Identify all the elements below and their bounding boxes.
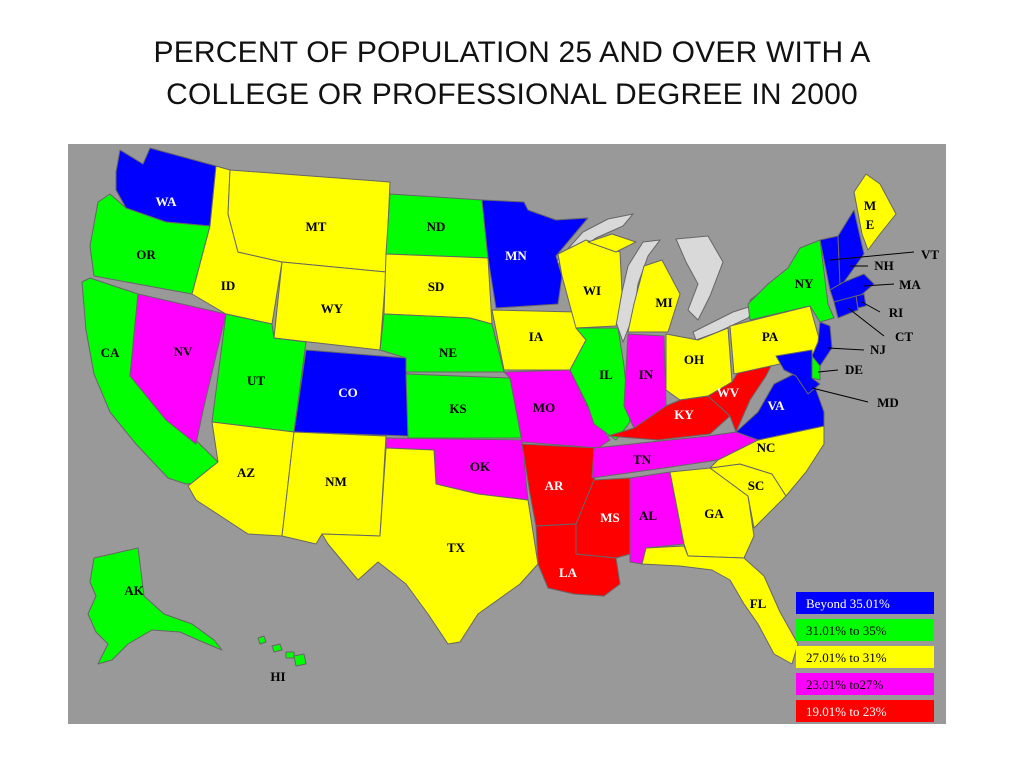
state-HI[interactable] <box>257 635 307 667</box>
label-MS: MS <box>600 510 620 525</box>
label-CA: CA <box>101 345 120 360</box>
label-OR: OR <box>136 247 156 262</box>
label-TX: TX <box>447 540 466 555</box>
label-HI: HI <box>270 669 285 684</box>
state-MI[interactable] <box>587 233 681 333</box>
leader-MA <box>863 283 895 287</box>
leader-DE <box>817 369 839 373</box>
label-CT: CT <box>895 329 913 344</box>
label-PA: PA <box>762 329 779 344</box>
leader-VT <box>829 251 915 261</box>
label-NM: NM <box>325 474 347 489</box>
label-FL: FL <box>750 596 767 611</box>
label-LA: LA <box>559 565 578 580</box>
label-KY: KY <box>674 407 694 422</box>
legend-item: 31.01% to 35% <box>796 619 934 641</box>
legend-item: 19.01% to 23% <box>796 700 934 722</box>
state-NE[interactable] <box>379 313 505 373</box>
label-WA: WA <box>156 194 178 209</box>
label-WI: WI <box>583 283 601 298</box>
legend-label: 19.01% to 23% <box>806 704 887 719</box>
legend-label: 31.01% to 35% <box>806 623 887 638</box>
label-MO: MO <box>533 400 555 415</box>
state-ME[interactable] <box>853 173 897 251</box>
label-ID: ID <box>221 278 235 293</box>
label-MA: MA <box>899 277 921 292</box>
legend-label: Beyond 35.01% <box>806 596 890 611</box>
label-VT: VT <box>921 247 939 262</box>
title-line-2: COLLEGE OR PROFESSIONAL DEGREE IN 2000 <box>166 78 858 111</box>
label-TN: TN <box>633 452 652 467</box>
state-TX[interactable] <box>321 447 539 645</box>
label-AZ: AZ <box>237 465 255 480</box>
legend-item: 27.01% to 31% <box>796 646 934 668</box>
label-SC: SC <box>748 478 765 493</box>
state-CT[interactable] <box>833 295 859 319</box>
label-IA: IA <box>529 329 544 344</box>
us-choropleth-map: WA OR CA NV ID MT WY UT CO AZ NM ND SD N… <box>68 144 946 724</box>
label-MN: MN <box>505 248 527 263</box>
leader-MD <box>811 387 869 403</box>
label-OH: OH <box>684 352 704 367</box>
label-ME-2: E <box>866 217 875 232</box>
legend-label: 27.01% to 31% <box>806 650 887 665</box>
legend-item: Beyond 35.01% <box>796 592 934 614</box>
state-labels: WA OR CA NV ID MT WY UT CO AZ NM ND SD N… <box>101 194 940 684</box>
legend-swatch <box>796 592 934 614</box>
label-SD: SD <box>428 279 445 294</box>
label-IN: IN <box>639 367 654 382</box>
label-NE: NE <box>439 345 457 360</box>
label-ND: ND <box>427 219 446 234</box>
label-IL: IL <box>599 367 613 382</box>
label-DE: DE <box>845 362 863 377</box>
label-NY: NY <box>795 276 814 291</box>
legend-swatch <box>796 700 934 722</box>
label-GA: GA <box>704 506 724 521</box>
label-CO: CO <box>338 385 358 400</box>
label-AR: AR <box>545 478 564 493</box>
label-RI: RI <box>889 305 903 320</box>
label-VA: VA <box>767 398 785 413</box>
state-AK[interactable] <box>87 547 223 665</box>
label-ME-1: M <box>864 198 876 213</box>
legend-swatch <box>796 619 934 641</box>
legend-item: 23.01% to27% <box>796 673 934 695</box>
label-AL: AL <box>639 508 657 523</box>
label-NH: NH <box>874 258 894 273</box>
state-NY[interactable] <box>747 239 835 323</box>
label-KS: KS <box>449 401 466 416</box>
label-NJ: NJ <box>870 342 886 357</box>
lake-huron <box>675 235 724 321</box>
leader-RI <box>861 301 881 313</box>
legend-swatch <box>796 646 934 668</box>
legend: Beyond 35.01% 31.01% to 35% 27.01% to 31% 2… <box>796 592 934 722</box>
label-MT: MT <box>306 219 327 234</box>
map-title: PERCENT OF POPULATION 25 AND OVER WITH A… <box>60 32 964 116</box>
label-MI: MI <box>655 295 672 310</box>
label-NC: NC <box>757 440 776 455</box>
label-OK: OK <box>470 459 491 474</box>
label-AK: AK <box>124 583 144 598</box>
label-WV: WV <box>717 385 740 400</box>
label-NV: NV <box>174 344 193 359</box>
title-line-1: PERCENT OF POPULATION 25 AND OVER WITH A <box>153 36 871 69</box>
leader-CT <box>847 307 885 337</box>
label-WY: WY <box>321 301 344 316</box>
legend-swatch <box>796 673 934 695</box>
leader-NJ <box>827 347 865 351</box>
state-NH[interactable] <box>837 209 865 285</box>
state-MN[interactable] <box>481 199 589 309</box>
label-UT: UT <box>247 373 265 388</box>
legend-label: 23.01% to27% <box>806 677 883 692</box>
state-FL[interactable] <box>641 545 799 665</box>
label-MD: MD <box>877 395 899 410</box>
state-IL[interactable] <box>569 327 631 441</box>
